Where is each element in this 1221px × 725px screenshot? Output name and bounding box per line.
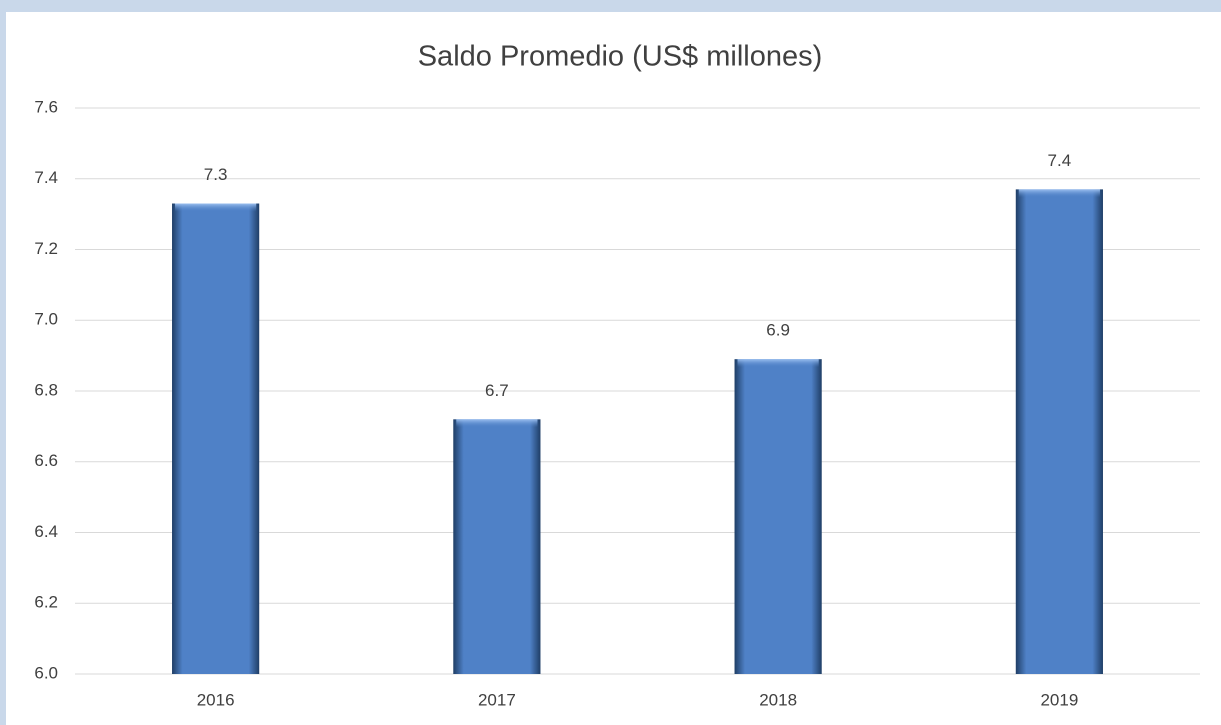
bar-highlight <box>737 359 819 368</box>
x-tick-label: 2019 <box>1040 690 1078 709</box>
y-tick-label: 7.6 <box>34 97 58 116</box>
data-label: 6.9 <box>766 321 790 340</box>
y-tick-label: 6.8 <box>34 380 58 399</box>
y-tick-label: 7.0 <box>34 310 58 329</box>
data-label: 7.4 <box>1048 151 1072 170</box>
chart-title: Saldo Promedio (US$ millones) <box>418 41 823 73</box>
bar <box>734 359 822 674</box>
y-tick-label: 6.0 <box>34 663 58 682</box>
y-tick-label: 6.2 <box>34 593 58 612</box>
x-tick-label: 2018 <box>759 690 797 709</box>
y-tick-label: 7.4 <box>34 168 58 187</box>
bar-highlight <box>1018 189 1100 198</box>
bar <box>453 419 541 674</box>
x-tick-label: 2016 <box>197 690 235 709</box>
x-tick-label: 2017 <box>478 690 516 709</box>
bar <box>172 203 260 674</box>
bar-highlight <box>456 419 538 428</box>
y-tick-label: 6.4 <box>34 522 58 541</box>
bar <box>1015 189 1103 675</box>
data-label: 6.7 <box>485 381 509 400</box>
data-label: 7.3 <box>204 165 228 184</box>
y-tick-label: 7.2 <box>34 239 58 258</box>
y-tick-label: 6.6 <box>34 451 58 470</box>
bar-highlight <box>175 203 257 212</box>
